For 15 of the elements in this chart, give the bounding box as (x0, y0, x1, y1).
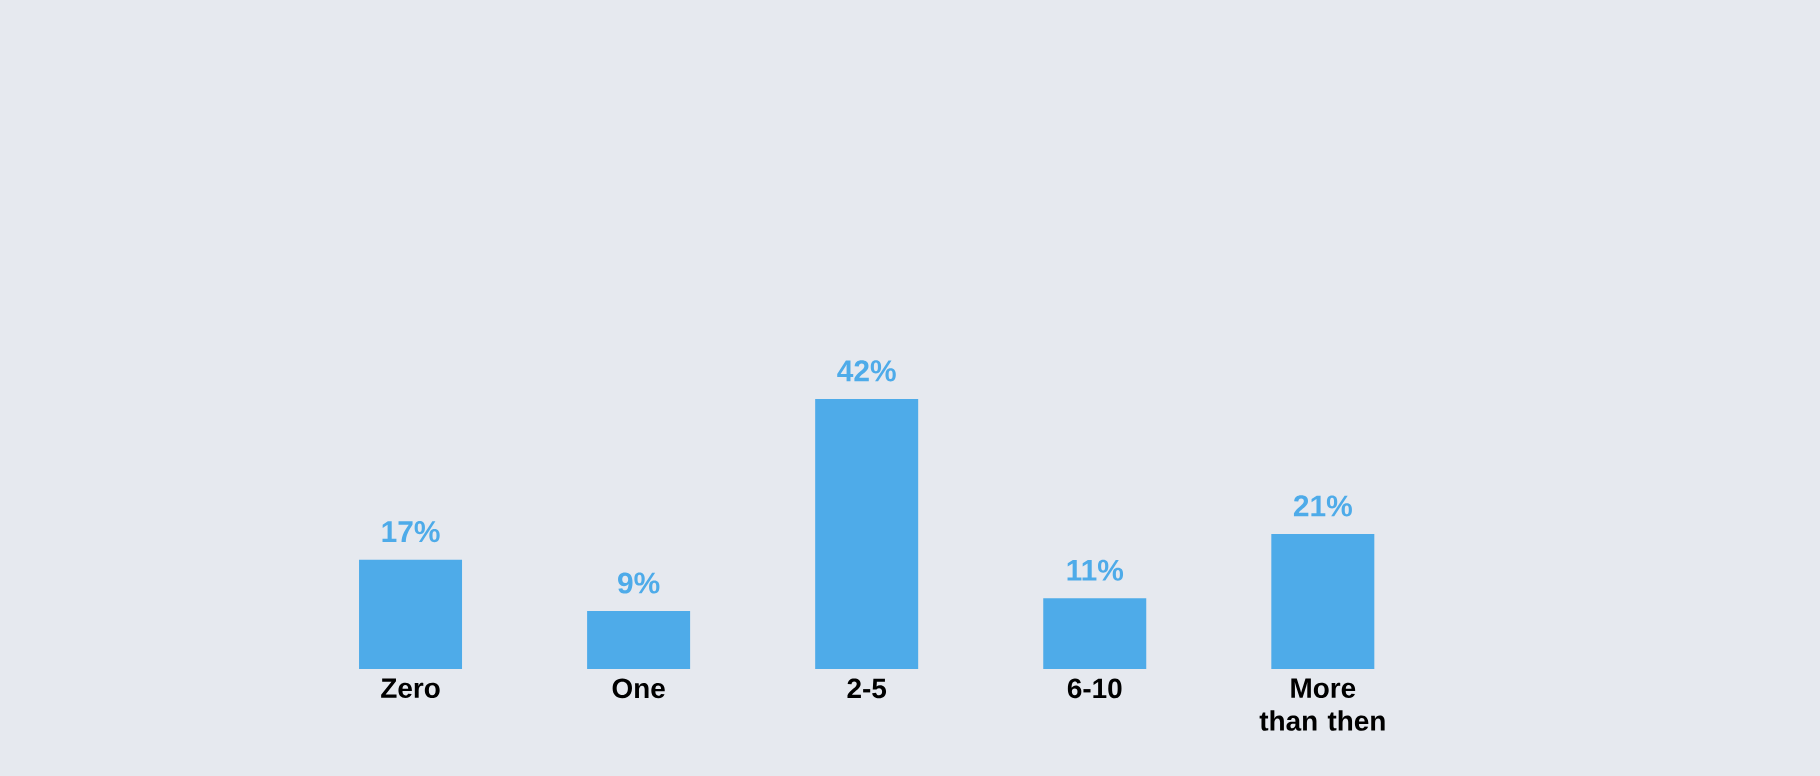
x-tick-label: More than then (1259, 678, 1385, 731)
bar (1271, 533, 1375, 669)
x-tick-label: One (612, 678, 665, 699)
data-label: 17% (382, 521, 440, 543)
bar (1043, 598, 1147, 669)
data-label: 9% (618, 572, 660, 594)
x-tick-label: 6-10 (1067, 678, 1122, 699)
data-label: 11% (1067, 559, 1124, 581)
bar (359, 559, 463, 669)
x-tick-label: 2-5 (847, 678, 887, 699)
bar (587, 611, 691, 669)
data-label: 42% (837, 360, 896, 382)
data-label: 21% (1293, 495, 1352, 517)
bar (815, 398, 919, 669)
x-tick-label: Zero (381, 678, 440, 698)
